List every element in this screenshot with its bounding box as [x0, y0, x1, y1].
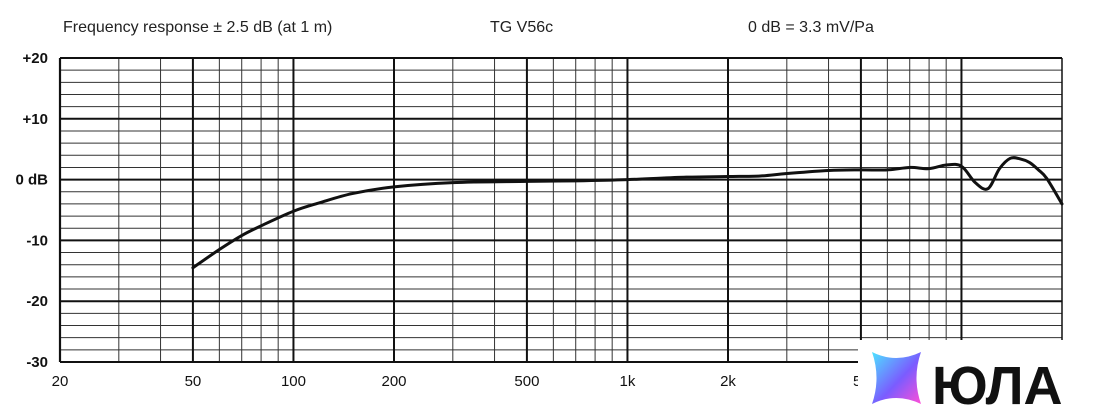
x-tick-label: 500	[514, 373, 539, 390]
y-tick-label: -30	[26, 354, 48, 371]
y-tick-label: -20	[26, 293, 48, 310]
logo-wordmark: ЮЛА	[932, 356, 1063, 413]
y-tick-labels: +20 +10 0 dB -10 -20 -30	[15, 50, 48, 371]
x-tick-labels: 20501002005001k2k5k	[52, 373, 870, 390]
y-tick-label: +20	[23, 50, 48, 67]
x-tick-label: 20	[52, 373, 69, 390]
series-lines	[191, 156, 1064, 270]
logo: ЮЛА	[858, 340, 1100, 413]
y-tick-label: 0 dB	[15, 172, 48, 189]
model-text: TG V56c	[490, 19, 553, 36]
x-tick-label: 1k	[620, 373, 636, 390]
spec-text: Frequency response ± 2.5 dB (at 1 m)	[63, 19, 332, 36]
grid-minor	[60, 58, 1062, 362]
sensitivity-text: 0 dB = 3.3 mV/Pa	[748, 19, 874, 36]
x-tick-label: 200	[381, 373, 406, 390]
x-tick-label: 50	[185, 373, 202, 390]
grid-major	[58, 57, 1063, 363]
x-tick-label: 100	[281, 373, 306, 390]
x-tick-label: 2k	[720, 373, 736, 390]
y-tick-label: -10	[26, 232, 48, 249]
response-curve	[191, 156, 1064, 270]
y-tick-label: +10	[23, 111, 48, 128]
logo-mark-icon	[872, 352, 921, 404]
